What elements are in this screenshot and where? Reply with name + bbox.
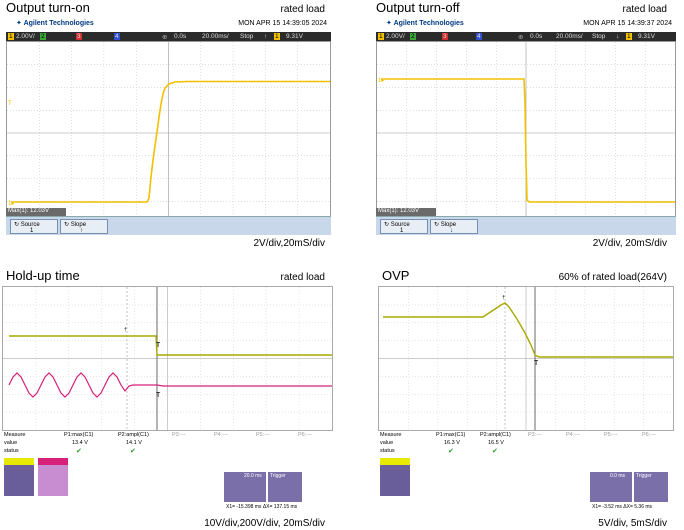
agilent-logo: ✦ Agilent Technologies <box>386 20 464 27</box>
oscilloscope-screenshot: ✦ Agilent Technologies MON APR 15 14:39:… <box>376 15 676 235</box>
waveform-display: T T † <box>2 286 333 431</box>
panel-holdup: Hold-up time rated load T T <box>0 268 335 530</box>
svg-text:T: T <box>8 101 12 107</box>
scope-status-bar: 1 2.00V/ 2 3 4 ⊕ 0.0s 20.00ms/ Stop ↓ 1 … <box>376 32 676 41</box>
ch1-descriptor-box[interactable] <box>380 458 410 496</box>
scale-label: 10V/div,200V/div, 20mS/div <box>204 518 325 529</box>
waveform-svg: T T † <box>3 287 332 430</box>
svg-text:T: T <box>156 392 161 399</box>
measurement-readout: Max(1): 12.03V <box>376 208 436 216</box>
oscilloscope-screenshot: ✦ Agilent Technologies MON APR 15 14:39:… <box>6 15 331 235</box>
waveform-display: 1▸ T <box>6 41 331 225</box>
crosshair-icon: ⊕ <box>162 34 168 41</box>
svg-text:1▸: 1▸ <box>378 78 384 84</box>
trigger-slope-icon: ↓ <box>616 33 620 40</box>
datetime: MON APR 15 14:39:37 2024 <box>583 20 672 27</box>
turn-off-trace <box>381 78 675 203</box>
slope-softkey[interactable]: ↻ Slope ↑ <box>60 219 108 234</box>
measurement-readout: Max(1): 12.03V <box>6 208 66 216</box>
waveform-display: 1▸ <box>376 41 676 225</box>
svg-text:T: T <box>534 360 539 367</box>
output-voltage-trace <box>9 335 332 356</box>
slope-softkey[interactable]: ↻ Slope ↓ <box>430 219 478 234</box>
panel-turn-off: Output turn-off rated load ✦ Agilent Tec… <box>342 0 677 262</box>
panel-ovp: OVP 60% of rated load(264V) T † <box>342 268 677 530</box>
scale-label: 2V/div,20mS/div <box>253 238 325 249</box>
ac-input-trace <box>8 372 332 398</box>
load-condition: rated load <box>280 272 325 283</box>
panel-title: OVP <box>382 268 410 283</box>
svg-text:†: † <box>502 295 505 301</box>
datetime: MON APR 15 14:39:05 2024 <box>238 20 327 27</box>
scale-label: 5V/div, 5mS/div <box>598 518 667 529</box>
crosshair-icon: ⊕ <box>518 34 524 41</box>
ch1-descriptor-box[interactable] <box>4 458 34 496</box>
trigger-slope-icon: ↑ <box>264 33 268 40</box>
scale-label: 2V/div, 20mS/div <box>592 238 667 249</box>
oscilloscope-screenshot: T † Measure value status P1:max(C1) 16.3… <box>378 286 674 510</box>
ovp-trace <box>383 302 673 358</box>
turn-on-trace <box>11 80 330 203</box>
panel-title: Hold-up time <box>6 268 80 283</box>
waveform-display: T † <box>378 286 674 431</box>
waveform-svg: 1▸ T <box>7 42 330 224</box>
source-softkey[interactable]: ↻ Source 1 <box>380 219 428 234</box>
ch2-descriptor-box[interactable] <box>38 458 68 496</box>
waveform-svg: 1▸ <box>377 42 675 224</box>
oscilloscope-screenshot: T T † Measure value status P1:max(C1) 13… <box>2 286 333 510</box>
panel-title: Output turn-off <box>376 0 460 15</box>
panel-title: Output turn-on <box>6 0 90 15</box>
timebase-box[interactable]: 0.0 ms <box>590 472 632 502</box>
trigger-box[interactable]: Trigger <box>634 472 668 502</box>
trigger-box[interactable]: Trigger <box>268 472 302 502</box>
load-condition: 60% of rated load(264V) <box>558 272 667 283</box>
load-condition: rated load <box>622 4 667 15</box>
softkey-bar: ↻ Source 1 ↻ Slope ↓ <box>376 216 676 235</box>
svg-text:T: T <box>156 342 161 349</box>
svg-text:†: † <box>124 327 127 333</box>
waveform-svg: T † <box>379 287 673 430</box>
panel-turn-on: Output turn-on rated load ✦ Agilent Tech… <box>0 0 335 262</box>
scope-status-bar: 1 2.00V/ 2 3 4 ⊕ 0.0s 20.00ms/ Stop ↑ 1 … <box>6 32 331 41</box>
svg-text:1▸: 1▸ <box>8 201 14 207</box>
timebase-box[interactable]: 20.0 ms <box>224 472 266 502</box>
agilent-logo: ✦ Agilent Technologies <box>16 20 94 27</box>
load-condition: rated load <box>280 4 325 15</box>
source-softkey[interactable]: ↻ Source 1 <box>10 219 58 234</box>
softkey-bar: ↻ Source 1 ↻ Slope ↑ <box>6 216 331 235</box>
